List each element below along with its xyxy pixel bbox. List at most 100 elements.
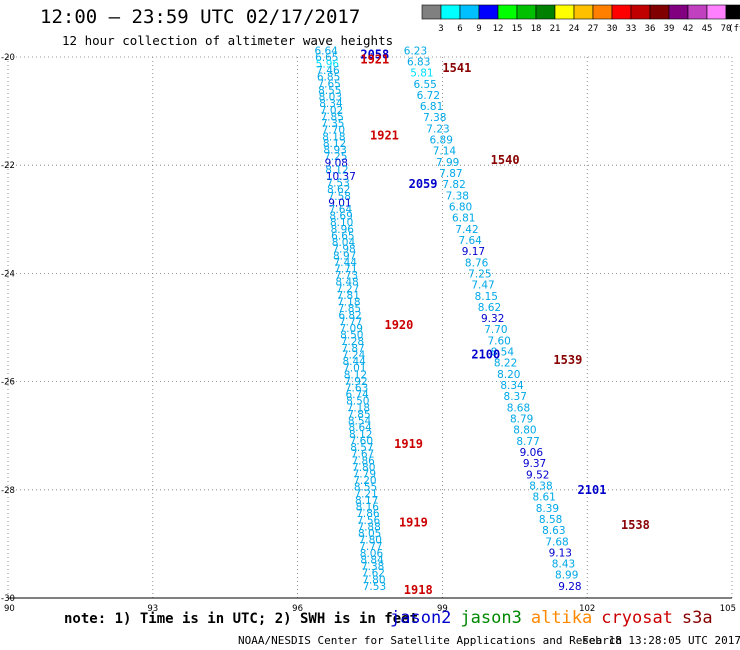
colorbar-tick-label: 3 xyxy=(438,24,443,34)
wave-height-value: 7.87 xyxy=(341,343,364,355)
wave-height-value: 7.81 xyxy=(337,290,360,302)
wave-height-value: 7.14 xyxy=(433,146,457,158)
pass-time-label: 2059 xyxy=(409,177,438,191)
wave-height-value: 7.63 xyxy=(345,383,368,395)
pass-time-label: 2100 xyxy=(471,348,500,362)
wave-height-value: 8.12 xyxy=(344,369,367,381)
wave-height-value: 9.52 xyxy=(526,469,549,481)
wave-height-value: 6.80 xyxy=(449,202,472,214)
wave-height-value: 7.73 xyxy=(335,270,358,282)
satellite-legend: jason2 jason3 altika cryosat s3a xyxy=(390,608,722,628)
wave-height-value: 8.50 xyxy=(346,396,369,408)
colorbar-tick-label: 27 xyxy=(588,24,599,34)
wave-height-value: 8.12 xyxy=(349,429,372,441)
x-tick-label: 90 xyxy=(4,604,15,614)
colorbar-swatch xyxy=(668,4,689,20)
x-tick-label: 96 xyxy=(292,604,303,614)
wave-height-value: 8.18 xyxy=(322,131,345,143)
pass-time-label: 1920 xyxy=(384,318,413,332)
wave-height-value: 8.68 xyxy=(507,402,530,414)
wave-height-value: 7.28 xyxy=(341,336,364,348)
colorbar-tick-label: 36 xyxy=(645,24,656,34)
wave-height-value: 7.44 xyxy=(334,257,358,269)
colorbar-swatch xyxy=(535,4,556,20)
wave-height-value: 8.34 xyxy=(319,98,343,110)
wave-height-value: 6.82 xyxy=(338,310,361,322)
wave-height-value: 7.56 xyxy=(357,515,381,527)
wave-height-value: 7.25 xyxy=(324,151,347,163)
colorbar-tick-label: 33 xyxy=(626,24,637,34)
wave-height-value: 8.57 xyxy=(350,442,373,454)
footer-timestamp: Feb 18 13:28:05 UTC 2017 xyxy=(582,634,740,647)
wave-height-value: 7.77 xyxy=(339,316,362,328)
wave-height-value: 8.99 xyxy=(555,570,578,582)
pass-time-label: 1540 xyxy=(491,153,520,167)
wave-height-value: 8.34 xyxy=(500,380,524,392)
pass-time-label: 1919 xyxy=(399,515,428,529)
wave-height-value: 8.62 xyxy=(478,302,501,314)
wave-height-value: 6.85 xyxy=(317,72,340,84)
wave-height-value: 7.85 xyxy=(347,409,370,421)
wave-height-value: 10.37 xyxy=(326,171,356,183)
wave-height-value: 5.96 xyxy=(316,59,340,71)
wave-height-values: 6.646.655.967.466.857.658.558.038.347.02… xyxy=(314,45,581,593)
colorbar-swatch xyxy=(516,4,537,20)
x-tick-label: 105 xyxy=(720,604,736,614)
pass-time-label: 1918 xyxy=(404,583,433,597)
wave-height-value: 7.46 xyxy=(316,65,340,77)
colorbar-swatch xyxy=(649,4,670,20)
wave-height-value: 8.10 xyxy=(330,217,353,229)
wave-height-value: 8.06 xyxy=(360,548,384,560)
colorbar-swatch xyxy=(554,4,575,20)
wave-height-value: 8.05 xyxy=(358,528,381,540)
wave-height-value: 7.21 xyxy=(354,488,377,500)
wave-height-value: 7.88 xyxy=(357,521,380,533)
wave-height-value: 7.23 xyxy=(426,123,449,135)
legend-altika: altika xyxy=(530,608,593,628)
colorbar-tick-label: 15 xyxy=(512,24,523,34)
wave-height-value: 7.86 xyxy=(356,508,380,520)
wave-height-value: 7.25 xyxy=(468,268,491,280)
wave-height-value: 8.84 xyxy=(360,554,384,566)
chart-subtitle: 12 hour collection of altimeter wave hei… xyxy=(62,33,394,48)
y-tick-label: -28 xyxy=(1,486,15,496)
wave-height-value: 7.82 xyxy=(442,179,465,191)
y-tick-label: -26 xyxy=(1,378,15,388)
x-tick-label: 93 xyxy=(147,604,158,614)
wave-height-value: 7.92 xyxy=(344,376,367,388)
wave-height-value: 8.62 xyxy=(327,184,350,196)
wave-height-value: 8.37 xyxy=(504,391,527,403)
wave-height-value: 8.80 xyxy=(513,425,536,437)
x-tick-label: 102 xyxy=(579,604,595,614)
wave-height-value: 8.69 xyxy=(329,211,352,223)
legend-jason2: jason2 xyxy=(390,608,452,628)
wave-height-value: 7.65 xyxy=(317,78,340,90)
wave-height-value: 8.04 xyxy=(332,237,356,249)
colorbar-swatch xyxy=(630,4,651,20)
pass-time-label: 1538 xyxy=(621,518,650,532)
colorbar-tick-label: 42 xyxy=(683,24,694,34)
colorbar-tick-label: 70 xyxy=(721,24,732,34)
wave-height-value: 8.38 xyxy=(529,480,552,492)
wave-height-value: 9.32 xyxy=(481,313,504,325)
chart-title: 12:00 — 23:59 UTC 02/17/2017 xyxy=(40,6,361,28)
wave-height-value: 8.12 xyxy=(323,138,346,150)
wave-height-value: 7.42 xyxy=(455,224,478,236)
wave-height-value: 8.97 xyxy=(333,250,356,262)
legend-s3a: s3a xyxy=(681,608,713,628)
wave-height-value: 6.72 xyxy=(417,90,440,102)
wave-height-value: 7.99 xyxy=(436,157,459,169)
colorbar-tick-label: 30 xyxy=(607,24,618,34)
wave-height-value: 9.08 xyxy=(325,158,348,170)
colorbar-tick-label: 24 xyxy=(569,24,580,34)
wave-height-value: 7.64 xyxy=(458,235,482,247)
wave-height-value: 7.38 xyxy=(446,190,469,202)
wave-height-value: 6.89 xyxy=(430,135,453,147)
wave-height-value: 8.54 xyxy=(491,347,515,359)
wave-height-value: 6.65 xyxy=(315,52,338,64)
pass-time-label: 1541 xyxy=(442,61,471,75)
colorbar-swatch xyxy=(421,4,442,20)
wave-height-value: 9.37 xyxy=(523,458,546,470)
